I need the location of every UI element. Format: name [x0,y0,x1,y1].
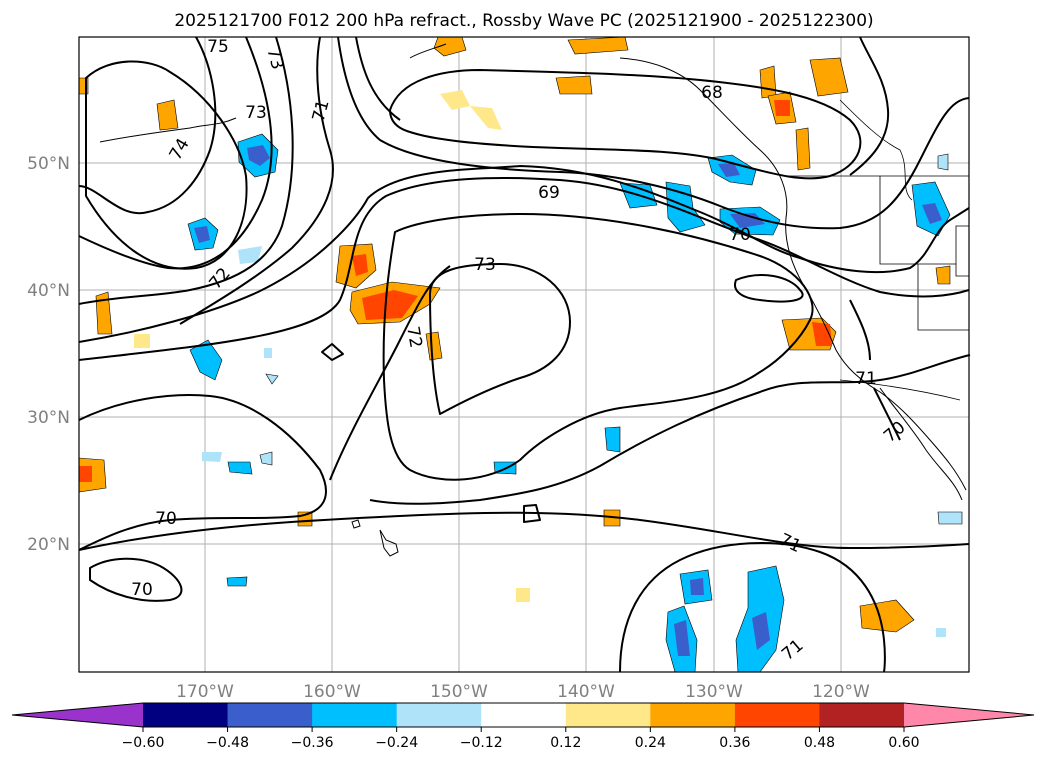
lat-label: 30°N [27,408,70,428]
colorbar-tick-label: 0.24 [635,735,666,751]
lon-label: 160°W [303,682,361,702]
contour-label: 70 [155,509,177,529]
contour-label: 68 [701,83,723,103]
pos-patch [859,599,915,633]
colorbar-segment [734,703,820,727]
neg-patch [604,426,621,453]
colorbar-segment [565,703,651,727]
neg-patch [226,576,248,587]
neg-patch [674,620,690,656]
colorbar-segment [481,703,567,727]
pos-patch [79,466,92,482]
pos-patch [352,254,368,276]
pos-patch [440,90,470,110]
lat-label: 20°N [27,535,70,555]
colorbar-tick-label: −0.60 [122,735,165,751]
neg-patch [922,203,942,224]
longitude-labels: 170°W 160°W 150°W 140°W 130°W 120°W [176,682,870,702]
contour-label: 71 [855,369,877,389]
neg-patch [238,246,262,264]
pos-patch [795,127,811,171]
refractivity-contours [78,36,971,673]
lat-label: 40°N [27,281,70,301]
neg-patch [202,452,222,462]
contour-label: 72 [402,325,425,350]
colorbar-segment [143,703,229,727]
neg-patch [718,163,740,177]
lon-label: 150°W [430,682,488,702]
map-panel [78,36,971,673]
lon-label: 130°W [685,682,743,702]
neg-patch [189,339,223,381]
neg-patch [937,153,949,171]
colorbar-tick-label: 0.12 [550,735,581,751]
neg-patch [730,213,765,228]
colorbar-tick-label: −0.48 [206,735,249,751]
neg-patch [227,461,253,475]
lat-label: 50°N [27,154,70,174]
neg-patch [936,628,946,637]
map-border [78,36,970,673]
pos-patch [759,65,777,99]
colorbar-segment [312,703,398,727]
colorbar-tick-label: −0.36 [291,735,334,751]
colorbar-tick-label: 0.48 [804,735,835,751]
pos-patch [362,290,418,320]
contour-label: 70 [729,225,751,245]
neg-patch [194,226,210,243]
neg-patch [690,578,704,595]
lon-label: 170°W [176,682,234,702]
contour-label: 75 [207,37,229,57]
colorbar-extend-max [904,703,1034,727]
gridlines [79,37,969,672]
neg-patch [259,451,273,466]
neg-patch [264,348,272,358]
latitude-labels: 50°N 40°N 30°N 20°N [27,154,70,555]
colorbar-segment [396,703,482,727]
lon-label: 120°W [812,682,870,702]
pos-patch [134,334,150,348]
pos-patch [809,57,849,97]
figure-title: 2025121700 F012 200 hPa refract., Rossby… [174,11,873,31]
pos-patch [516,588,530,602]
coastlines [99,43,967,557]
colorbar-extend-min [12,703,143,727]
neg-patch [937,511,963,525]
pos-patch [603,509,621,527]
contour-label: 73 [245,103,267,123]
neg-patch [247,145,270,166]
pos-patch [935,265,951,285]
pos-patch [774,100,790,116]
colorbar-tick-label: −0.24 [375,735,418,751]
colorbar-tick-label: 0.60 [888,735,919,751]
colorbar: −0.60 −0.48 −0.36 −0.24 −0.12 0.12 0.24 0.36 0.4… [11,702,1035,751]
neg-patch [752,612,770,650]
pos-patch [156,99,179,131]
pos-patch [812,322,832,346]
neg-patch [265,373,279,385]
colorbar-tick-label: 0.36 [719,735,750,751]
political-borders [786,99,970,401]
colorbar-tick-label: −0.12 [460,735,503,751]
pos-patch [470,106,502,130]
lon-label: 140°W [557,682,615,702]
colorbar-segment [819,703,905,727]
pos-patch [95,291,113,335]
pos-patch [567,36,629,55]
colorbar-segment [650,703,736,727]
pos-patch [555,75,593,95]
contour-label: 70 [131,580,153,600]
contour-label: 73 [474,255,496,275]
colorbar-segment [227,703,313,727]
contour-label: 69 [538,183,560,203]
